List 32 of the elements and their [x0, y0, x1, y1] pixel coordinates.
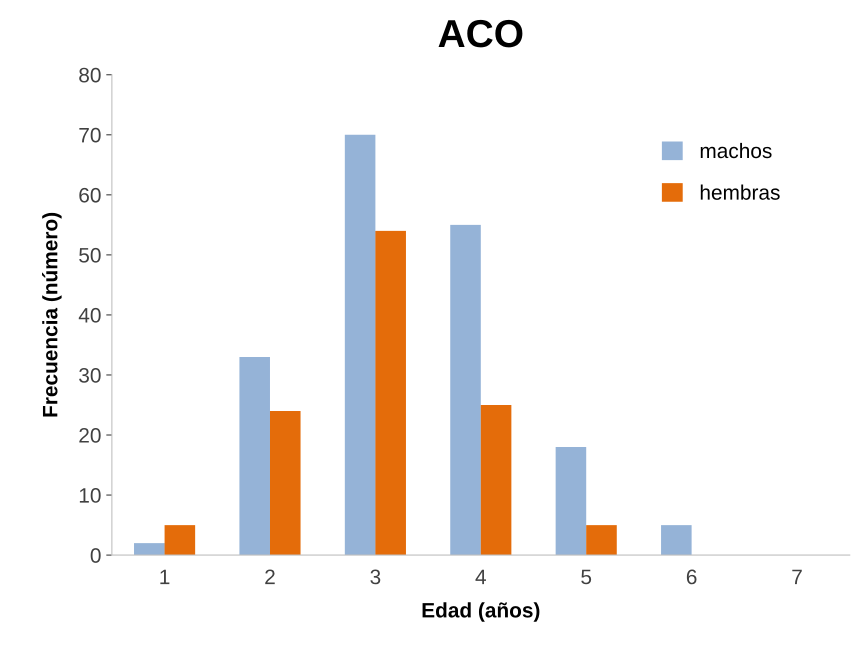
- x-tick-label: 7: [792, 570, 802, 584]
- x-axis-title: Edad (años): [422, 602, 540, 622]
- x-tick-label: 5: [581, 570, 592, 584]
- x-tick-label: 6: [686, 570, 696, 584]
- bar: [134, 543, 165, 556]
- y-tick-label: 70: [79, 128, 101, 143]
- y-tick-label: 10: [80, 488, 101, 503]
- legend-label: hembras: [700, 184, 780, 200]
- chart-title: ACO: [438, 20, 522, 48]
- y-axis-title: Frecuencia (número): [42, 212, 62, 417]
- y-tick-label: 60: [79, 188, 101, 203]
- bar: [375, 230, 406, 556]
- legend-label: machos: [700, 142, 772, 158]
- bar: [239, 356, 270, 556]
- x-tick-label: 1: [160, 570, 170, 584]
- bar: [556, 447, 586, 556]
- bar: [480, 404, 512, 556]
- y-tick-label: 50: [79, 248, 101, 263]
- bar: [661, 525, 692, 556]
- bar: [450, 224, 481, 556]
- y-tick-label: 30: [79, 368, 101, 383]
- bar: [344, 134, 376, 556]
- x-tick-label: 2: [265, 570, 275, 584]
- y-tick-label: 0: [90, 548, 101, 563]
- y-tick-label: 20: [79, 428, 101, 443]
- bar: [164, 525, 196, 556]
- bar: [586, 525, 617, 556]
- x-tick-label: 3: [370, 570, 380, 584]
- y-tick-label: 80: [79, 68, 101, 83]
- bar: [270, 410, 301, 556]
- y-tick-label: 40: [78, 308, 101, 323]
- x-tick-label: 4: [475, 570, 486, 584]
